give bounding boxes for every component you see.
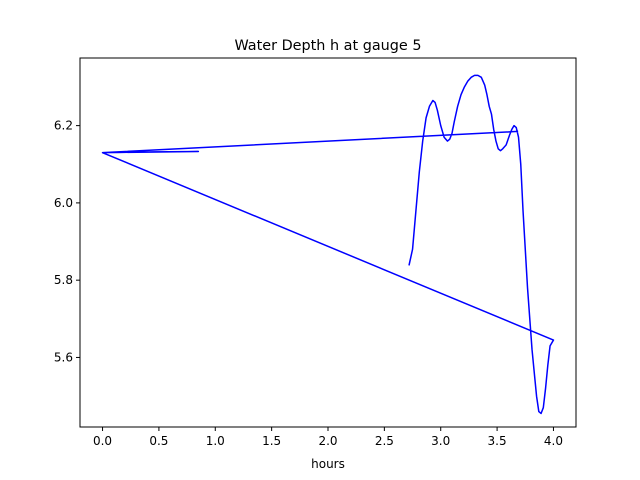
series-line <box>101 74 555 415</box>
y-tick-label: 5.8 <box>54 273 73 287</box>
chart-title: Water Depth h at gauge 5 <box>234 38 421 54</box>
x-axis: 0.0 0.5 1.0 1.5 2.0 2.5 3.0 3.5 4.0 <box>93 427 563 448</box>
y-tick-label: 5.6 <box>54 350 73 364</box>
x-tick-label: 3.5 <box>488 434 507 448</box>
x-tick-label: 1.0 <box>206 434 225 448</box>
x-tick-label: 2.5 <box>375 434 394 448</box>
x-tick-label: 3.0 <box>431 434 450 448</box>
x-axis-label: hours <box>311 457 345 471</box>
x-tick-label: 0.0 <box>93 434 112 448</box>
y-axis: 5.6 5.8 6.0 6.2 <box>54 119 80 364</box>
y-tick-label: 6.0 <box>54 196 73 210</box>
y-tick-label: 6.2 <box>54 119 73 133</box>
x-tick-label: 4.0 <box>544 434 563 448</box>
plot-area <box>101 74 555 415</box>
x-tick-label: 1.5 <box>262 434 281 448</box>
x-tick-label: 2.0 <box>318 434 337 448</box>
x-tick-label: 0.5 <box>149 434 168 448</box>
axes-frame <box>79 57 577 428</box>
